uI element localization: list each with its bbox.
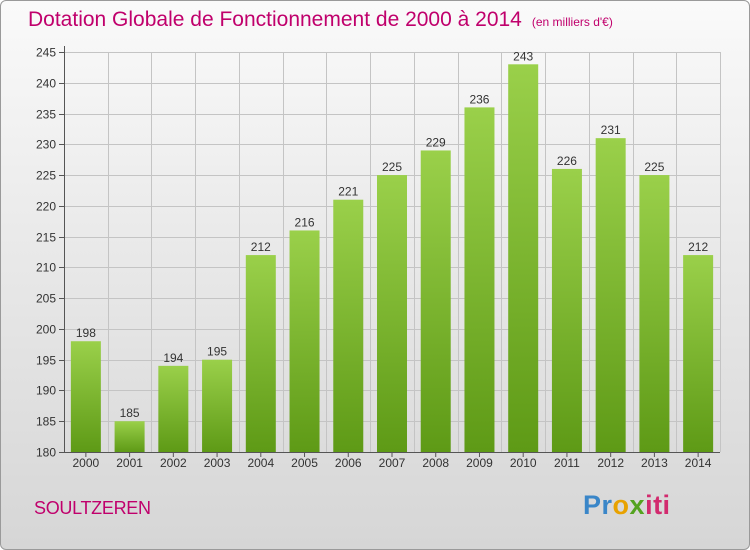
data-label: 195 [207, 345, 227, 359]
y-tick-label: 200 [36, 323, 56, 337]
bar-2007 [377, 175, 407, 453]
bar-2013 [639, 175, 670, 453]
data-label: 229 [426, 135, 446, 149]
bar-2003 [202, 359, 233, 452]
y-tick-label: 185 [36, 415, 56, 429]
y-tick-label: 245 [36, 46, 56, 60]
bar-2001 [114, 421, 145, 452]
data-label: 216 [295, 215, 315, 229]
data-label: 225 [382, 160, 402, 174]
x-tick-label: 2004 [247, 456, 274, 470]
chart-title: Dotation Globale de Fonctionnement de 20… [28, 8, 613, 32]
y-tick-label: 190 [36, 384, 56, 398]
bar-2002 [158, 365, 189, 452]
bar-2000 [70, 341, 101, 452]
place-name: SOULTZEREN [34, 498, 151, 518]
y-tick-label: 220 [36, 200, 56, 214]
bar-2008 [420, 150, 451, 452]
bar-2012 [595, 138, 626, 452]
bar-2004 [245, 255, 276, 452]
data-label: 198 [76, 326, 96, 340]
x-tick-label: 2003 [204, 456, 231, 470]
chart-unit: (en milliers d'€) [531, 15, 613, 29]
y-tick-label: 210 [36, 261, 56, 275]
data-label: 236 [469, 92, 489, 106]
data-label: 243 [513, 49, 533, 63]
x-tick-label: 2005 [291, 456, 318, 470]
data-label: 212 [688, 240, 708, 254]
x-tick-label: 2008 [422, 456, 449, 470]
x-tick-label: 2009 [466, 456, 493, 470]
y-tick-label: 230 [36, 138, 56, 152]
bar-2010 [508, 64, 539, 453]
data-label: 231 [601, 123, 621, 137]
y-tick-label: 235 [36, 108, 56, 122]
y-tick-label: 215 [36, 231, 56, 245]
x-tick-label: 2000 [73, 456, 100, 470]
data-label: 221 [338, 185, 358, 199]
x-tick-label: 2006 [335, 456, 362, 470]
x-tick-label: 2011 [554, 456, 580, 470]
bar-2006 [333, 199, 364, 452]
data-label: 194 [163, 351, 183, 365]
x-tick-label: 2002 [160, 456, 187, 470]
y-tick-label: 240 [36, 77, 56, 91]
data-label: 185 [120, 406, 140, 420]
y-tick-label: 225 [36, 169, 56, 183]
chart-title-text: Dotation Globale de Fonctionnement de 20… [28, 8, 522, 31]
x-tick-label: 2013 [641, 456, 668, 470]
bar-2009 [464, 107, 495, 452]
data-label: 225 [644, 160, 664, 174]
x-tick-label: 2001 [116, 456, 143, 470]
bar-2011 [551, 168, 582, 452]
x-tick-label: 2014 [685, 456, 712, 470]
y-tick-label: 195 [36, 354, 56, 368]
y-tick-label: 205 [36, 292, 56, 306]
x-tick-label: 2012 [597, 456, 624, 470]
data-label: 212 [251, 240, 271, 254]
x-tick-label: 2007 [379, 456, 406, 470]
data-label: 226 [557, 154, 577, 168]
proxiti-logo[interactable]: Proxiti [583, 490, 671, 520]
bar-2014 [683, 255, 714, 452]
x-tick-label: 2010 [510, 456, 537, 470]
y-tick-label: 180 [36, 446, 56, 460]
bar-2005 [289, 230, 320, 452]
